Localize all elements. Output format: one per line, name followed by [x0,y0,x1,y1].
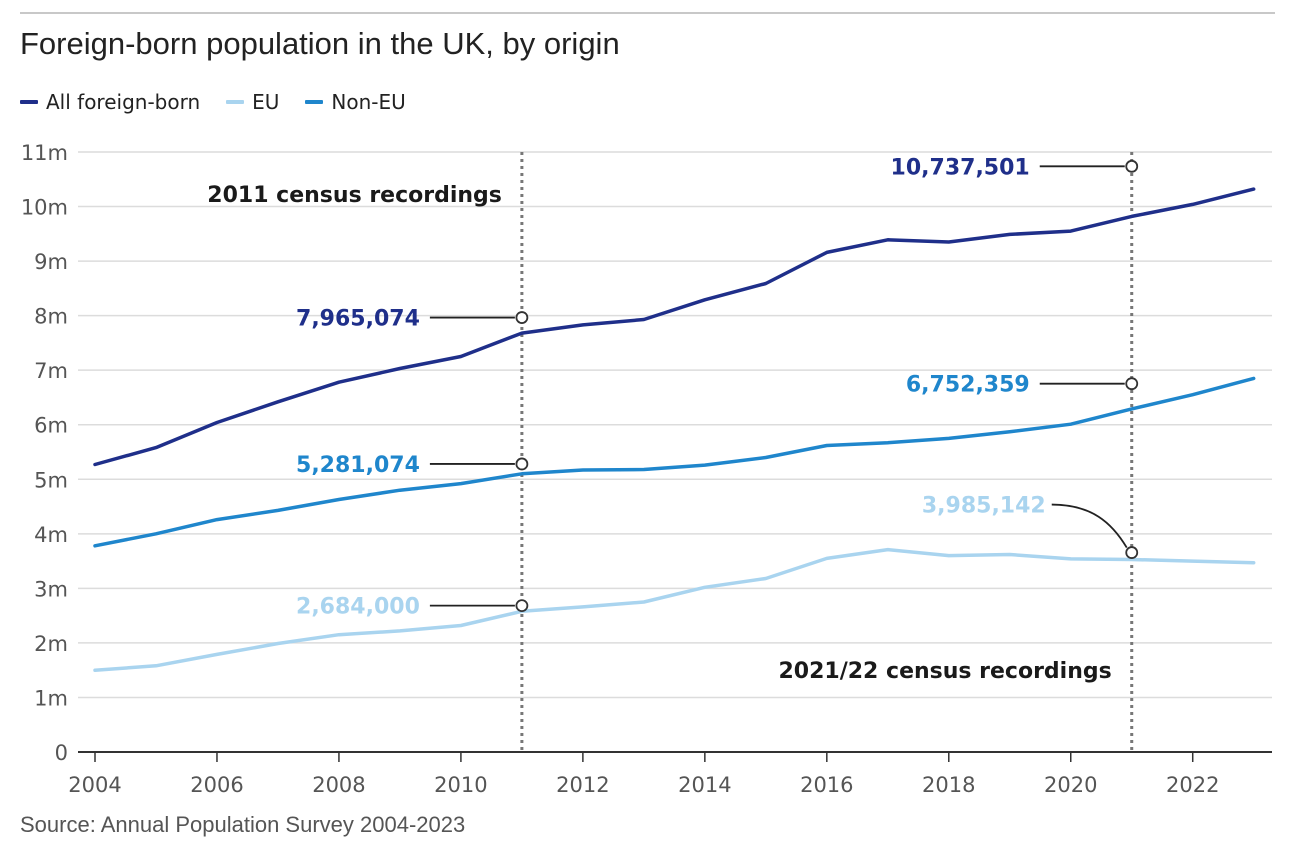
census-value-label-all-foreign-born-2011: 7,965,074 [296,307,420,332]
series-line-eu [93,547,1256,672]
legend-item-all-foreign-born: All foreign-born [20,90,200,114]
census-value-label-all-foreign-born-2021: 10,737,501 [891,155,1030,180]
legend-label-non-eu: Non-EU [331,90,406,114]
y-tick-label-3m: 3m [34,577,68,601]
chart-title: Foreign-born population in the UK, by or… [20,26,620,61]
census-label-2021: 2021/22 census recordings [778,659,1111,684]
y-tick-label-8m: 8m [34,305,68,329]
y-tick-label-7m: 7m [34,359,68,383]
legend-swatch-non-eu [305,100,324,104]
census-value-label-non-eu-2021: 6,752,359 [906,373,1030,398]
y-tick-label-1m: 1m [34,686,68,710]
x-tick-label-2004: 2004 [68,773,121,797]
census-marker-non-eu-2011 [515,457,529,471]
top-rule [20,12,1275,14]
y-tick-label-4m: 4m [34,523,68,547]
legend-item-eu: EU [226,90,279,114]
census-leader-eu-2021 [1051,503,1128,549]
series-line-all-foreign-born [93,187,1256,467]
legend: All foreign-born EU Non-EU [20,90,432,114]
series-line-non-eu [93,376,1256,548]
x-tick-label-2016: 2016 [800,773,853,797]
x-tick-label-2008: 2008 [312,773,365,797]
census-value-label-eu-2011: 2,684,000 [296,595,420,620]
x-tick-label-2012: 2012 [556,773,609,797]
x-tick-label-2020: 2020 [1044,773,1097,797]
legend-item-non-eu: Non-EU [305,90,406,114]
y-tick-label-2m: 2m [34,632,68,656]
census-marker-eu-2021 [1125,546,1139,559]
legend-label-eu: EU [252,90,280,114]
x-tick-label-2018: 2018 [922,773,975,797]
x-tick-label-2022: 2022 [1166,773,1219,797]
census-marker-non-eu-2021 [1125,377,1139,391]
census-marker-all-foreign-born-2021 [1125,159,1139,173]
y-tick-label-10m: 10m [21,196,68,220]
legend-swatch-all-foreign-born [20,100,38,104]
y-tick-label-11m: 11m [21,141,68,165]
source-note: Source: Annual Population Survey 2004-20… [20,812,466,837]
y-tick-label-6m: 6m [34,414,68,438]
legend-label-all-foreign-born: All foreign-born [46,90,201,114]
census-value-label-eu-2021: 3,985,142 [922,494,1046,519]
y-tick-label-9m: 9m [34,250,68,274]
y-tick-label-5m: 5m [34,468,68,492]
legend-swatch-eu [226,100,245,104]
census-label-2011: 2011 census recordings [207,183,502,208]
x-tick-label-2010: 2010 [434,773,487,797]
census-marker-eu-2011 [515,599,529,612]
census-value-label-non-eu-2011: 5,281,074 [296,453,420,478]
x-tick-label-2006: 2006 [190,773,243,797]
x-tick-label-2014: 2014 [678,773,731,797]
census-marker-all-foreign-born-2011 [515,311,529,324]
y-tick-label-0: 0 [55,741,68,765]
